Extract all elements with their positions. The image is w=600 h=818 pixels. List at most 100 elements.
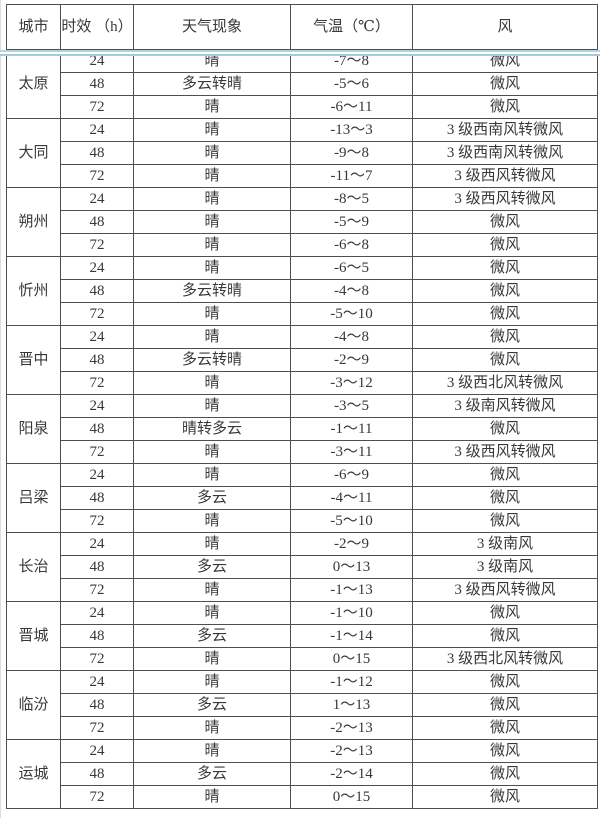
forecast-row: 朔州 24 晴 -8～5 3 级西风转微风 [6, 187, 598, 257]
hours-cell: 48 [60, 762, 134, 786]
city-cell: 阳泉 [6, 394, 61, 464]
forecast-row: 48 多云 -4～11 微风 [7, 486, 598, 510]
city-cell: 晋中 [6, 325, 61, 395]
forecast-row: 72 晴 -6～8 微风 [7, 233, 598, 257]
forecast-row: 忻州 24 晴 -6～5 微风 [6, 256, 598, 326]
temperature-cell: -5～6 [290, 72, 413, 96]
forecast-row: 运城 24 晴 -2～13 微风 [6, 739, 598, 809]
weather-cell: 晴 [133, 532, 291, 556]
weather-cell: 晴 [133, 210, 291, 234]
temperature-cell: -9～8 [290, 141, 413, 165]
temperature-cell: -2～9 [290, 532, 413, 556]
weather-cell: 晴 [133, 371, 291, 395]
forecast-row: 48 晴 -5～9 微风 [7, 210, 598, 234]
weather-cell: 晴 [133, 440, 291, 464]
forecast-row: 长治 24 晴 -2～9 3 级南风 [6, 532, 598, 602]
wind-cell: 微风 [412, 348, 598, 372]
hours-cell: 72 [60, 233, 134, 257]
weather-cell: 晴 [133, 95, 291, 119]
wind-cell: 微风 [412, 463, 598, 487]
temperature-cell: 1～13 [290, 693, 413, 717]
weather-cell: 多云 [133, 624, 291, 648]
column-header-weather: 天气现象 [133, 4, 291, 50]
forecast-row: 72 晴 0～15 微风 [7, 785, 598, 809]
temperature-cell: -5～9 [290, 210, 413, 234]
wind-cell: 3 级南风 [412, 532, 598, 556]
temperature-cell: 0～15 [290, 647, 413, 671]
wind-cell: 3 级西南风转微风 [412, 118, 598, 142]
temperature-cell: -2～14 [290, 762, 413, 786]
weather-cell: 晴 [133, 325, 291, 349]
page-edge-line [0, 0, 1, 818]
temperature-cell: -1～10 [290, 601, 413, 625]
forecast-row: 72 晴 -3～12 3 级西北风转微风 [7, 371, 598, 395]
hours-cell: 72 [60, 578, 134, 602]
wind-cell: 微风 [412, 509, 598, 533]
city-cell: 忻州 [6, 256, 61, 326]
wind-cell: 微风 [412, 233, 598, 257]
forecast-row: 晋城 24 晴 -1～10 微风 [6, 601, 598, 671]
hours-cell: 72 [60, 95, 134, 119]
wind-cell: 3 级西风转微风 [412, 164, 598, 188]
weather-cell: 多云 [133, 555, 291, 579]
hours-cell: 48 [60, 210, 134, 234]
wind-cell: 微风 [412, 486, 598, 510]
wind-cell: 3 级西风转微风 [412, 578, 598, 602]
hours-cell: 24 [60, 670, 134, 694]
hours-cell: 24 [60, 532, 134, 556]
forecast-row: 48 多云 -2～14 微风 [7, 762, 598, 786]
hours-cell: 72 [60, 785, 134, 809]
wind-cell: 微风 [412, 785, 598, 809]
wind-cell: 微风 [412, 325, 598, 349]
temperature-cell: -11～7 [290, 164, 413, 188]
city-cell: 长治 [6, 532, 61, 602]
city-cell: 吕梁 [6, 463, 61, 533]
forecast-row: 72 晴 -11～7 3 级西风转微风 [7, 164, 598, 188]
hours-cell: 72 [60, 716, 134, 740]
forecast-row: 72 晴 0～15 3 级西北风转微风 [7, 647, 598, 671]
wind-cell: 3 级西南风转微风 [412, 141, 598, 165]
city-cell: 朔州 [6, 187, 61, 257]
wind-cell: 3 级西风转微风 [412, 187, 598, 211]
temperature-cell: -1～13 [290, 578, 413, 602]
hours-cell: 48 [60, 72, 134, 96]
hours-cell: 48 [60, 348, 134, 372]
city-cell: 晋城 [6, 601, 61, 671]
temperature-cell: -8～5 [290, 187, 413, 211]
weather-cell: 晴 [133, 670, 291, 694]
forecast-row: 48 多云 0～13 3 级南风 [7, 555, 598, 579]
weather-cell: 晴 [133, 716, 291, 740]
hours-cell: 24 [60, 601, 134, 625]
weather-cell: 晴 [133, 118, 291, 142]
wind-cell: 微风 [412, 670, 598, 694]
header-separator-line [0, 50, 600, 56]
weather-cell: 晴 [133, 141, 291, 165]
temperature-cell: -2～13 [290, 716, 413, 740]
forecast-row: 大同 24 晴 -13～3 3 级西南风转微风 [6, 118, 598, 188]
city-cell: 太原 [6, 49, 61, 119]
wind-cell: 3 级西北风转微风 [412, 647, 598, 671]
forecast-row: 吕梁 24 晴 -6～9 微风 [6, 463, 598, 533]
wind-cell: 微风 [412, 762, 598, 786]
forecast-row: 48 多云 -1～14 微风 [7, 624, 598, 648]
hours-cell: 48 [60, 624, 134, 648]
city-cell: 运城 [6, 739, 61, 809]
forecast-row: 72 晴 -6～11 微风 [7, 95, 598, 119]
hours-cell: 48 [60, 141, 134, 165]
table-header: 城市 时效 （h） 天气现象 气温（℃） 风 [6, 4, 598, 50]
wind-cell: 3 级西风转微风 [412, 440, 598, 464]
weather-cell: 晴 [133, 463, 291, 487]
wind-cell: 微风 [412, 210, 598, 234]
wind-cell: 微风 [412, 72, 598, 96]
forecast-row: 48 多云转晴 -4～8 微风 [7, 279, 598, 303]
temperature-cell: -6～5 [290, 256, 413, 280]
column-header-temperature: 气温（℃） [290, 4, 413, 50]
hours-cell: 24 [60, 118, 134, 142]
temperature-cell: 0～13 [290, 555, 413, 579]
temperature-cell: -3～12 [290, 371, 413, 395]
temperature-cell: -13～3 [290, 118, 413, 142]
hours-cell: 72 [60, 509, 134, 533]
forecast-row: 48 多云转晴 -5～6 微风 [7, 72, 598, 96]
weather-cell: 晴 [133, 187, 291, 211]
temperature-cell: -5～10 [290, 509, 413, 533]
